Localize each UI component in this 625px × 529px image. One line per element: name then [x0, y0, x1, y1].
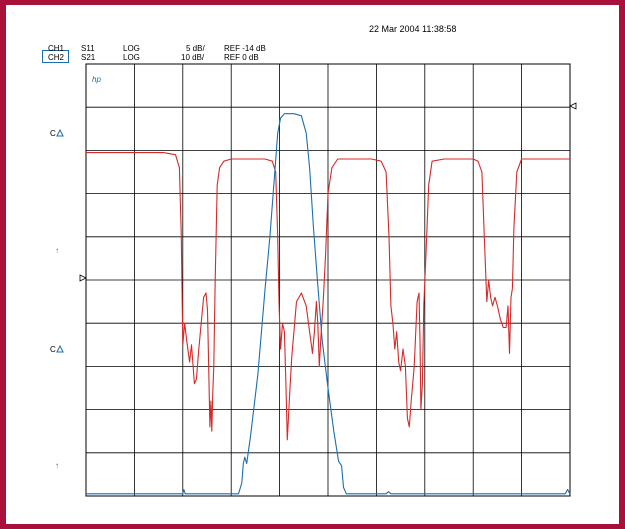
- active-channel-box: [42, 50, 69, 63]
- delta-icon-2: [56, 344, 64, 353]
- ch2-format: LOG: [123, 53, 140, 62]
- timestamp: 22 Mar 2004 11:38:58: [369, 24, 457, 34]
- trace-s21: [86, 113, 571, 495]
- arrow-marker-1: ↑: [55, 246, 59, 255]
- ch2-ref: REF 0 dB: [224, 53, 259, 62]
- delta-icon-1: [56, 128, 64, 137]
- ch1-scale: 5 dB/: [186, 44, 205, 53]
- ch2-label: CH2: [48, 53, 65, 62]
- plot-traces: [86, 113, 571, 495]
- ch1-ref: REF -14 dB: [224, 44, 266, 53]
- hp-marker: hp: [92, 75, 101, 84]
- c-marker-2: C: [50, 345, 56, 354]
- ref-pointer-right: [569, 102, 577, 110]
- display-frame: [6, 5, 619, 524]
- ref-pointer-left: [79, 274, 87, 282]
- ch1-label: CH1: [48, 44, 65, 53]
- arrow-marker-2: ↑: [55, 461, 59, 470]
- plot-grid: [85, 63, 571, 497]
- ch1-param: S11: [81, 44, 95, 53]
- c-marker-1: C: [50, 129, 56, 138]
- ch2-scale: 10 dB/: [181, 53, 205, 62]
- ch2-param: S21: [81, 53, 96, 62]
- trace-s11: [86, 152, 570, 441]
- ch1-format: LOG: [123, 44, 140, 53]
